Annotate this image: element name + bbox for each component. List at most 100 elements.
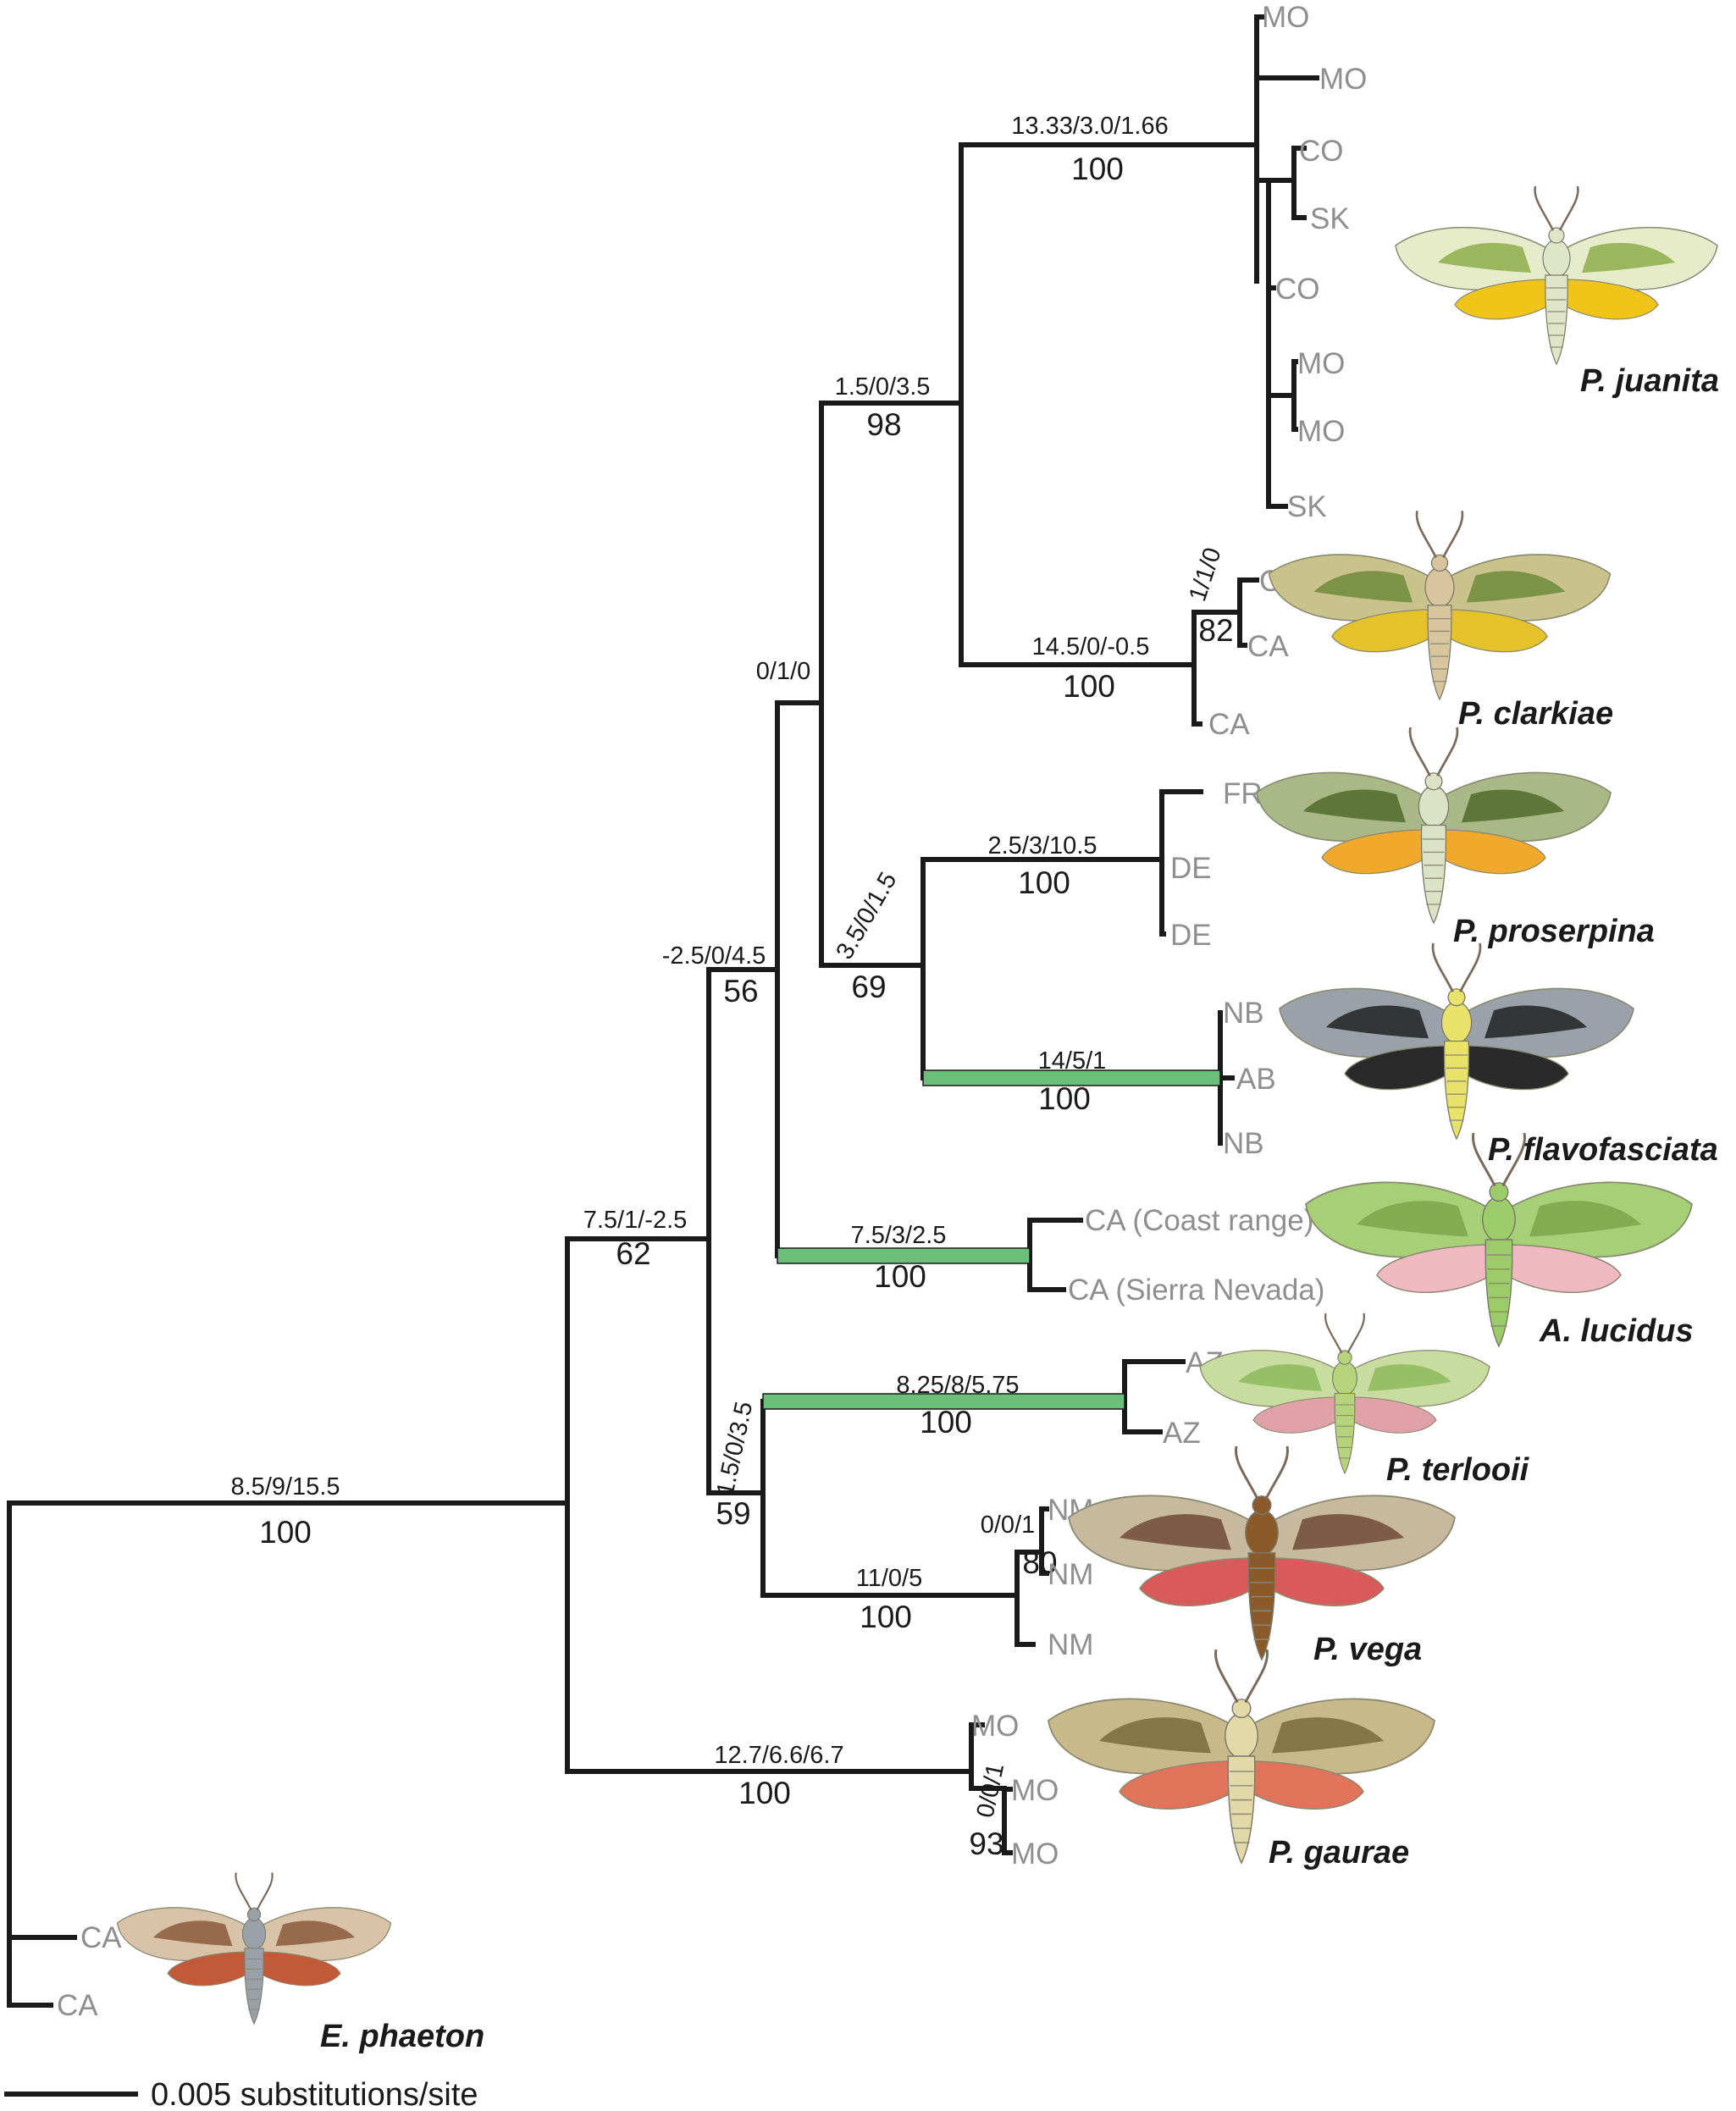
moth-abdomen — [1227, 1755, 1256, 1865]
leaf-label: CA — [1247, 630, 1289, 663]
moth-band-left — [1326, 1005, 1429, 1039]
moth-head — [1548, 227, 1565, 244]
scale-bar-label: 0.005 substitutions/site — [151, 2077, 478, 2111]
moth-band-right — [275, 1920, 355, 1947]
moth-band-right — [1462, 789, 1564, 823]
node-clarkiae-stats: 14.5/0/-0.5 — [1032, 633, 1150, 660]
leaf-label: AB — [1236, 1063, 1276, 1096]
moth-band-left — [1099, 1717, 1211, 1754]
species-label-juanita: P. juanita — [1580, 363, 1719, 399]
moth-band-left — [153, 1920, 233, 1947]
moth-antenna-left — [1415, 511, 1437, 559]
moth-head — [1430, 554, 1449, 572]
node-n6-stats: 1.5/0/3.5 — [712, 1399, 759, 1498]
moth-band-left — [1313, 571, 1413, 603]
moth-antenna-left — [235, 1872, 252, 1911]
moth-abdomen — [244, 1948, 264, 2025]
moth-head — [1489, 1182, 1509, 1202]
leaf-label: SK — [1287, 490, 1327, 523]
node-n2-stats: -2.5/0/4.5 — [662, 942, 766, 970]
moth-hindwing-left — [1119, 1760, 1235, 1810]
node-vega-support: 100 — [860, 1600, 912, 1634]
node-n3-stats: 0/1/0 — [756, 658, 811, 685]
leaf-label: MO — [971, 1710, 1019, 1743]
moth-band-right — [1292, 1514, 1404, 1550]
node-proserpina-support: 100 — [1018, 865, 1070, 900]
leaf-label: CO — [1299, 135, 1344, 168]
species-label-phaeton: E. phaeton — [320, 2019, 484, 2054]
moth-thorax — [1418, 785, 1450, 828]
moth-icon — [1199, 1312, 1490, 1475]
moth-head — [1424, 772, 1443, 791]
moth-head — [1252, 1495, 1272, 1516]
moth-abdomen — [1334, 1392, 1356, 1475]
moth-antenna-left — [1431, 942, 1454, 992]
moth-hindwing-right — [1248, 1760, 1364, 1810]
branch-flavofasciata-highlight — [922, 1069, 1221, 1086]
moth-hindwing-left — [1331, 609, 1434, 653]
node-lucidus-support: 100 — [874, 1259, 926, 1294]
moth-band-right — [1272, 1717, 1384, 1754]
species-label-vega: P. vega — [1313, 1632, 1422, 1667]
species-label-clarkiae: P. clarkiae — [1458, 696, 1613, 732]
node-gaurae-sub-support: 93 — [969, 1826, 1003, 1861]
moth-hindwing-left — [1376, 1244, 1492, 1294]
leaf-label: MO — [1297, 415, 1345, 448]
moth-icon — [1305, 1132, 1693, 1348]
moth-hindwing-left — [1344, 1045, 1450, 1091]
moth-antenna-right — [1558, 185, 1579, 231]
node-vega-sub-support: 80 — [1022, 1545, 1057, 1580]
species-label-gaurae: P. gaurae — [1269, 1835, 1409, 1871]
moth-antenna-right — [1501, 1132, 1527, 1187]
moth-icon — [1279, 942, 1634, 1141]
leaf-label: NM — [1048, 1558, 1093, 1591]
moth-band-left — [1357, 1201, 1468, 1237]
moth-thorax — [1424, 566, 1455, 608]
node-proserpina-stats: 2.5/3/10.5 — [988, 832, 1097, 859]
node-root-stats: 8.5/9/15.5 — [231, 1473, 340, 1500]
moth-antenna-right — [1436, 727, 1459, 776]
moth-illustrations — [116, 185, 1718, 2025]
moth-thorax — [1225, 1712, 1258, 1760]
moth-abdomen — [1484, 1239, 1513, 1348]
tree-branches — [4, 14, 1319, 2097]
node-juanita-stats: 13.33/3.0/1.66 — [1011, 113, 1168, 140]
moth-antenna-right — [1442, 511, 1464, 559]
moth-antenna-left — [1471, 1132, 1496, 1187]
leaf-label: CA (Coast range) — [1085, 1204, 1313, 1237]
moth-antenna-left — [1214, 1649, 1239, 1704]
leaf-label: SK — [1310, 202, 1350, 235]
moth-head — [1447, 988, 1466, 1007]
leaf-label: CA — [80, 1921, 122, 1954]
moth-band-left — [1120, 1514, 1231, 1550]
node-n2-support: 56 — [723, 974, 758, 1009]
moth-band-right — [1529, 1201, 1641, 1237]
leaf-label: AZ — [1163, 1417, 1201, 1450]
moth-band-left — [1438, 242, 1531, 273]
moth-band-right — [1466, 571, 1566, 603]
node-flavofasciata-stats: 14/5/1 — [1038, 1047, 1107, 1075]
moth-icon — [1268, 511, 1612, 701]
leaf-label: MO — [1319, 63, 1367, 96]
leaf-label: DE — [1170, 852, 1212, 885]
branch-lucidus-highlight — [777, 1247, 1031, 1264]
moth-abdomen — [1247, 1552, 1276, 1661]
node-juanita-support: 100 — [1071, 152, 1124, 186]
node-n4-support: 98 — [866, 407, 901, 442]
node-clarkiae-sub-support: 82 — [1198, 613, 1233, 648]
leaf-label: NB — [1223, 1127, 1264, 1160]
moth-band-right — [1368, 1364, 1451, 1391]
moth-hindwing-left — [1321, 829, 1427, 875]
moth-thorax — [1332, 1361, 1357, 1395]
moth-hindwing-right — [1440, 829, 1546, 875]
highlighted-branches — [762, 1069, 1221, 1410]
moth-antenna-left — [1408, 727, 1431, 776]
moth-hindwing-left — [1252, 1396, 1340, 1434]
node-gaurae-stats: 12.7/6.6/6.7 — [714, 1742, 843, 1769]
moth-icon — [116, 1872, 392, 2025]
moth-antenna-left — [1324, 1312, 1343, 1354]
node-vega-stats: 11/0/5 — [856, 1565, 922, 1592]
moth-thorax — [1440, 1001, 1473, 1044]
moth-thorax — [241, 1917, 267, 1950]
